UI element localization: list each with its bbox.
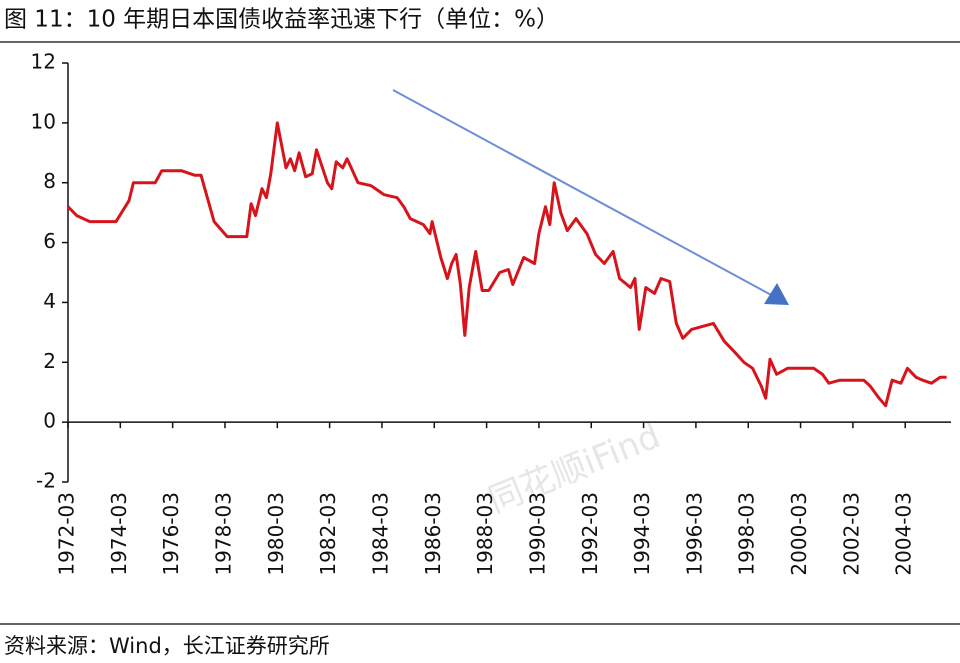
y-tick-label: 6 [43,229,56,253]
x-tick-label: 2002-03 [839,492,863,576]
y-tick-label: 2 [43,349,56,373]
x-tick-label: 1998-03 [735,492,759,576]
y-tick-label: 4 [43,289,56,313]
x-tick-label: 1988-03 [473,492,497,576]
x-tick-label: 1978-03 [211,492,235,576]
x-tick-label: 1990-03 [525,492,549,576]
trend-arrow [392,89,776,298]
y-tick-label: 12 [31,50,56,74]
x-tick-label: 2000-03 [787,492,811,576]
y-tick-label: -2 [36,469,56,493]
x-tick-label: 1986-03 [421,492,445,576]
x-tick-label: 2004-03 [892,492,916,576]
x-tick-label: 1980-03 [264,492,288,576]
y-tick-label: 0 [43,409,56,433]
x-tick-label: 1976-03 [159,492,183,576]
x-tick-label: 1972-03 [55,492,79,576]
y-tick-label: 10 [31,109,56,133]
source: 资料来源：Wind，长江证券研究所 [4,634,330,658]
y-tick-label: 8 [43,169,56,193]
x-tick-label: 1994-03 [630,492,654,576]
chart-title: 图 11：10 年期日本国债收益率迅速下行（单位：%） [4,7,559,33]
x-tick-label: 1982-03 [316,492,340,576]
x-tick-label: 1984-03 [368,492,392,576]
x-tick-label: 1974-03 [107,492,131,576]
arrow-head [764,283,789,305]
x-tick-label: 1996-03 [682,492,706,576]
data-line [66,121,947,408]
x-tick-label: 1992-03 [578,492,602,576]
